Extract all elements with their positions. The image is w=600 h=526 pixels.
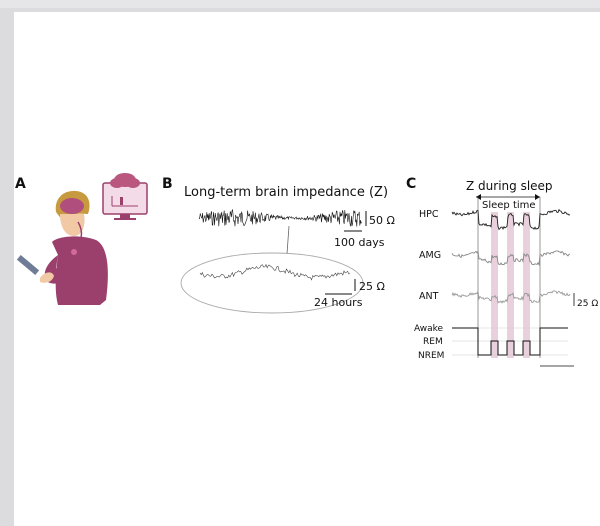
region-label-hpc: HPC — [419, 209, 439, 220]
long-term-trace-line — [198, 208, 362, 228]
scale-top-time: 100 days — [334, 236, 385, 249]
monitor-cloud-icon — [102, 173, 148, 220]
hypnogram — [452, 327, 568, 356]
ant-trace — [451, 289, 571, 304]
panel-c-title: Z during sleep — [466, 179, 553, 193]
panel-c-letter: C — [406, 176, 416, 192]
daily-impedance-trace — [199, 263, 351, 281]
panel-b-letter: B — [162, 176, 173, 192]
hpc-trace-line — [451, 208, 571, 231]
region-label-ant: ANT — [419, 291, 439, 302]
amg-trace-line — [451, 249, 570, 267]
scale-bar-zoom — [325, 279, 356, 295]
scale-c-value: 25 Ω — [577, 299, 598, 309]
zoom-ellipse — [180, 252, 364, 314]
panel-a-letter: A — [15, 176, 26, 192]
scale-zoom-value: 25 Ω — [359, 280, 385, 293]
scale-zoom-time: 24 hours — [314, 296, 363, 309]
sleep-time-arrow — [476, 194, 540, 200]
state-label-nrem: NREM — [418, 351, 444, 361]
scale-bar-top — [344, 211, 367, 232]
person-illustration — [16, 173, 148, 305]
zoom-connector — [286, 225, 290, 255]
sleep-time-label: Sleep time — [482, 200, 536, 211]
ant-trace-line — [451, 289, 571, 304]
region-label-amg: AMG — [419, 250, 441, 261]
amg-trace — [451, 249, 570, 267]
figure-page — [14, 12, 600, 526]
rem-shading — [491, 212, 530, 358]
daily-trace-line — [199, 263, 351, 281]
state-label-rem: REM — [423, 337, 443, 347]
panel-b-title: Long-term brain impedance (Z) — [184, 185, 388, 200]
top-bar — [0, 0, 600, 8]
long-term-impedance-trace — [198, 208, 362, 228]
sleep-time-label-bg — [479, 198, 539, 211]
hpc-trace — [451, 208, 571, 231]
state-label-awake: Awake — [414, 324, 444, 334]
scale-top-value: 50 Ω — [369, 214, 395, 227]
